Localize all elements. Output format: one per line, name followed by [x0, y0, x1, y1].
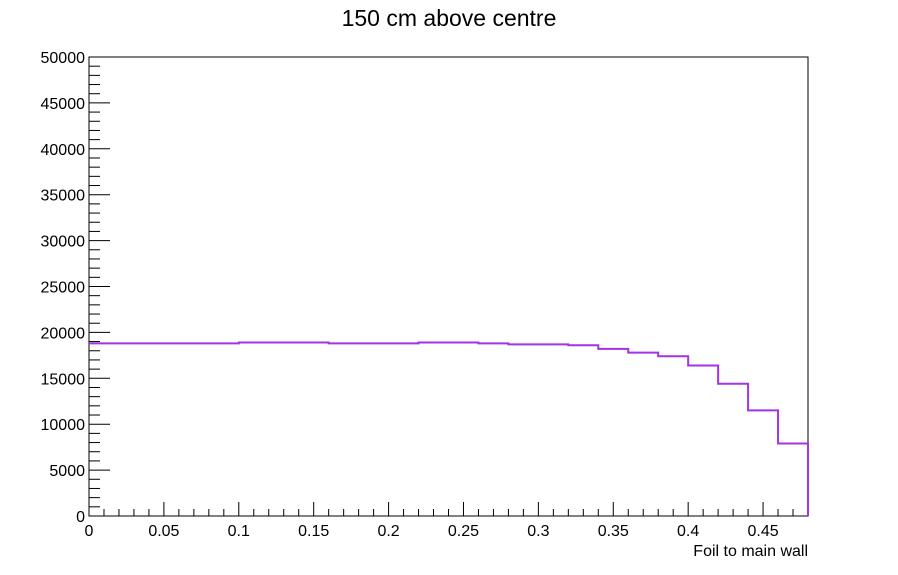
- histogram-series: [89, 341, 809, 516]
- histogram-line: [89, 341, 809, 516]
- x-tick-label: 0.3: [527, 523, 549, 540]
- y-tick-label: 50000: [41, 50, 86, 67]
- x-axis: 0 0.05 0.1 0.15 0.2 0.25 0.3 0.35 0.4 0.45: [85, 502, 809, 540]
- x-tick-label: 0.45: [747, 523, 778, 540]
- y-tick-label: 20000: [41, 325, 86, 342]
- x-tick-label: 0.2: [377, 523, 399, 540]
- y-tick-label: 40000: [41, 142, 86, 159]
- y-tick-label: 10000: [41, 417, 86, 434]
- chart-title: 150 cm above centre: [342, 5, 557, 31]
- plot-frame: [88, 56, 809, 517]
- y-tick-label: 5000: [49, 463, 85, 480]
- y-tick-label: 25000: [41, 280, 86, 297]
- x-tick-label: 0.35: [598, 523, 629, 540]
- x-tick-label: 0.1: [228, 523, 250, 540]
- y-tick-label: 35000: [41, 188, 86, 205]
- x-tick-label: 0.25: [448, 523, 479, 540]
- x-tick-label: 0.4: [677, 523, 699, 540]
- x-tick-label: 0.15: [298, 523, 329, 540]
- y-axis: 0 5000 10000 15000 20000 25000 30000 35000 40000…: [41, 50, 110, 526]
- x-axis-title: Foil to main wall: [693, 543, 808, 560]
- y-tick-label: 15000: [41, 371, 86, 388]
- x-tick-label: 0: [85, 523, 94, 540]
- y-tick-label: 30000: [41, 234, 86, 251]
- y-tick-label: 0: [76, 509, 85, 526]
- y-tick-label: 45000: [41, 96, 86, 113]
- x-tick-label: 0.05: [148, 523, 179, 540]
